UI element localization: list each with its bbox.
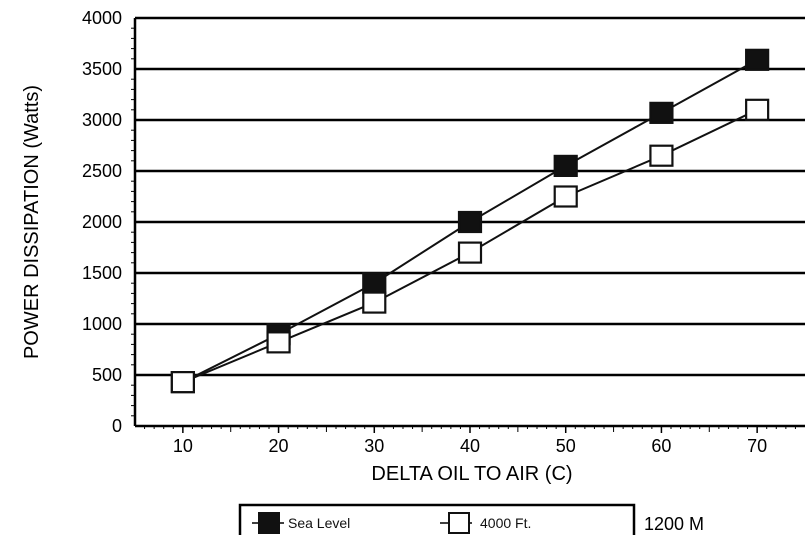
y-tick-labels: 0 500 1000 1500 2000 2500 3000 3500 4000 [82, 8, 122, 436]
y-tick-label-500: 500 [92, 365, 122, 385]
legend-4000ft-label: 4000 Ft. [480, 515, 531, 531]
y-tick-label-1500: 1500 [82, 263, 122, 283]
legend-sea-level-marker [258, 512, 280, 534]
y-tick-label-3000: 3000 [82, 110, 122, 130]
4000ft-point-60 [649, 144, 674, 167]
x-axis-title: DELTA OIL TO AIR (C) [371, 463, 572, 485]
4000ft-point-70 [745, 98, 770, 121]
x-tick-label-50: 50 [556, 436, 576, 456]
legend: Sea Level 4000 Ft. [238, 503, 636, 535]
sea-level-point-50 [553, 154, 578, 177]
sea-level-point-30 [362, 272, 387, 295]
y-axis-title: POWER DISSIPATION (Watts) [21, 85, 43, 359]
4000ft-point-30 [362, 291, 387, 314]
legend-box [238, 503, 636, 535]
x-tick-labels: 10 20 30 40 50 60 70 [173, 436, 767, 456]
4000ft-point-20 [266, 331, 291, 354]
y-tick-label-0: 0 [112, 416, 122, 436]
legend-4000ft-marker [448, 512, 470, 534]
x-tick-label-40: 40 [460, 436, 480, 456]
y-tick-label-2500: 2500 [82, 161, 122, 181]
x-tick-label-70: 70 [747, 436, 767, 456]
sea-level-point-60 [649, 101, 674, 124]
4000ft-point-40 [457, 241, 483, 264]
y-tick-label-1000: 1000 [82, 314, 122, 334]
y-tick-label-4000: 4000 [82, 8, 122, 28]
x-tick-label-30: 30 [364, 436, 384, 456]
4000ft-point-10 [170, 371, 195, 394]
x-tick-label-60: 60 [651, 436, 671, 456]
x-minor-ticks [144, 426, 796, 433]
legend-sea-level-label: Sea Level [288, 515, 350, 531]
altitude-annotation: 1200 M [644, 514, 704, 534]
x-tick-label-10: 10 [173, 436, 193, 456]
grid-lines [135, 16, 805, 377]
y-minor-ticks [131, 27, 135, 417]
y-tick-label-2000: 2000 [82, 212, 122, 232]
x-tick-label-20: 20 [269, 436, 289, 456]
sea-level-point-40 [457, 210, 483, 234]
y-tick-label-3500: 3500 [82, 59, 122, 79]
series-markers [170, 48, 770, 394]
4000ft-point-50 [553, 185, 578, 208]
sea-level-point-70 [745, 48, 770, 71]
